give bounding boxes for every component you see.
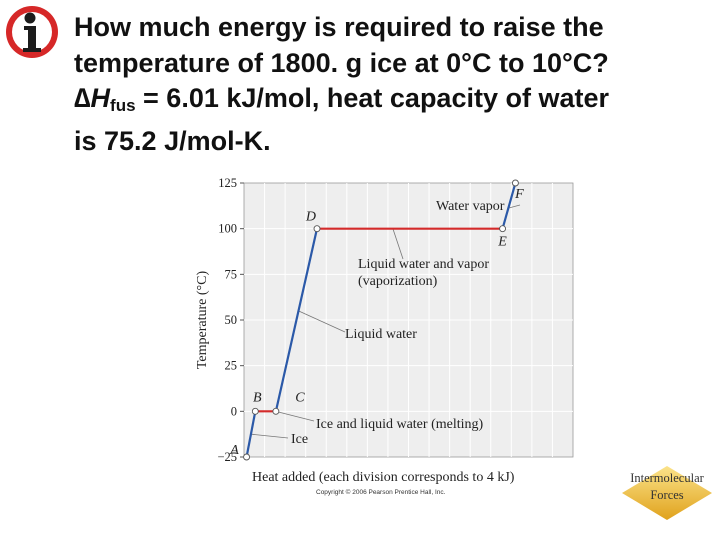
question-line-4: is 75.2 J/mol-K.: [74, 125, 271, 156]
question-line-2: temperature of 1800. g ice at 0°C to 10°…: [74, 47, 609, 78]
leader-line: [392, 228, 404, 260]
question-line-3: ∆Hfus = 6.01 kJ/mol, heat capacity of wa…: [74, 81, 714, 124]
info-person-icon: [6, 6, 58, 58]
badge-line-2: Forces: [650, 488, 683, 502]
y-tick-label: 100: [218, 222, 237, 236]
point-label-C: C: [295, 390, 305, 405]
fusion-subscript: fus: [110, 96, 136, 115]
y-tick-label: 25: [225, 359, 238, 373]
question-line-3-rest: = 6.01 kJ/mol, heat capacity of water: [135, 83, 609, 113]
point-label-B: B: [253, 390, 262, 405]
annotation-vaporization: (vaporization): [358, 274, 438, 289]
y-tick-label: 0: [231, 404, 237, 418]
y-axis-label: Temperature (°C): [195, 271, 210, 370]
curve-segment-AB: [245, 411, 257, 458]
x-axis-label: Heat added (each division corresponds to…: [252, 470, 515, 485]
point-B: [251, 407, 259, 415]
delta-symbol: ∆: [74, 83, 91, 113]
leader-line: [508, 204, 521, 209]
point-label-E: E: [497, 235, 507, 250]
annotation-ice: Ice: [291, 432, 308, 447]
point-C: [272, 407, 280, 415]
point-F: [511, 179, 519, 187]
annotation-melting: Ice and liquid water (melting): [316, 417, 483, 432]
point-E: [499, 225, 507, 233]
point-label-A: A: [229, 443, 239, 458]
y-tick-label: 75: [225, 267, 238, 281]
y-axis-ticks: −25 0 25 50 75 100 125: [217, 176, 244, 464]
heating-curve-chart: −25 0 25 50 75 100 125 A B C D E F Temperature (°C)…: [195, 176, 574, 496]
curve-segment-EF: [501, 182, 517, 229]
annotation-water-vapor: Water vapor: [436, 199, 505, 214]
curve-segments: [245, 182, 517, 458]
point-D: [313, 225, 321, 233]
curve-points: [243, 179, 519, 461]
leader-line: [250, 433, 289, 439]
copyright-note: Copyright © 2006 Pearson Prentice Hall, …: [316, 488, 446, 496]
leader-line: [275, 410, 315, 422]
point-label-F: F: [514, 187, 524, 202]
badge-line-1: Intermolecular: [630, 471, 704, 485]
curve-segment-CD: [274, 228, 319, 412]
y-tick-label: −25: [217, 450, 237, 464]
topic-badge: Intermolecular Forces: [622, 466, 712, 520]
leader-line: [298, 310, 346, 333]
annotation-liquid-water: Liquid water: [345, 327, 417, 342]
point-labels: A B C D E F: [229, 187, 524, 458]
y-tick-label: 125: [218, 176, 237, 190]
y-tick-label: 50: [225, 313, 238, 327]
question-line-1: How much energy is required to raise the: [74, 12, 604, 42]
annotation-leader-lines: [250, 204, 521, 439]
enthalpy-symbol: H: [90, 83, 111, 113]
point-A: [243, 453, 251, 461]
diamond-shape: [622, 466, 712, 520]
point-label-D: D: [305, 210, 316, 225]
question-text: How much energy is required to raise the…: [74, 10, 714, 159]
annotation-liquid-and-vapor: Liquid water and vapor: [358, 257, 489, 272]
